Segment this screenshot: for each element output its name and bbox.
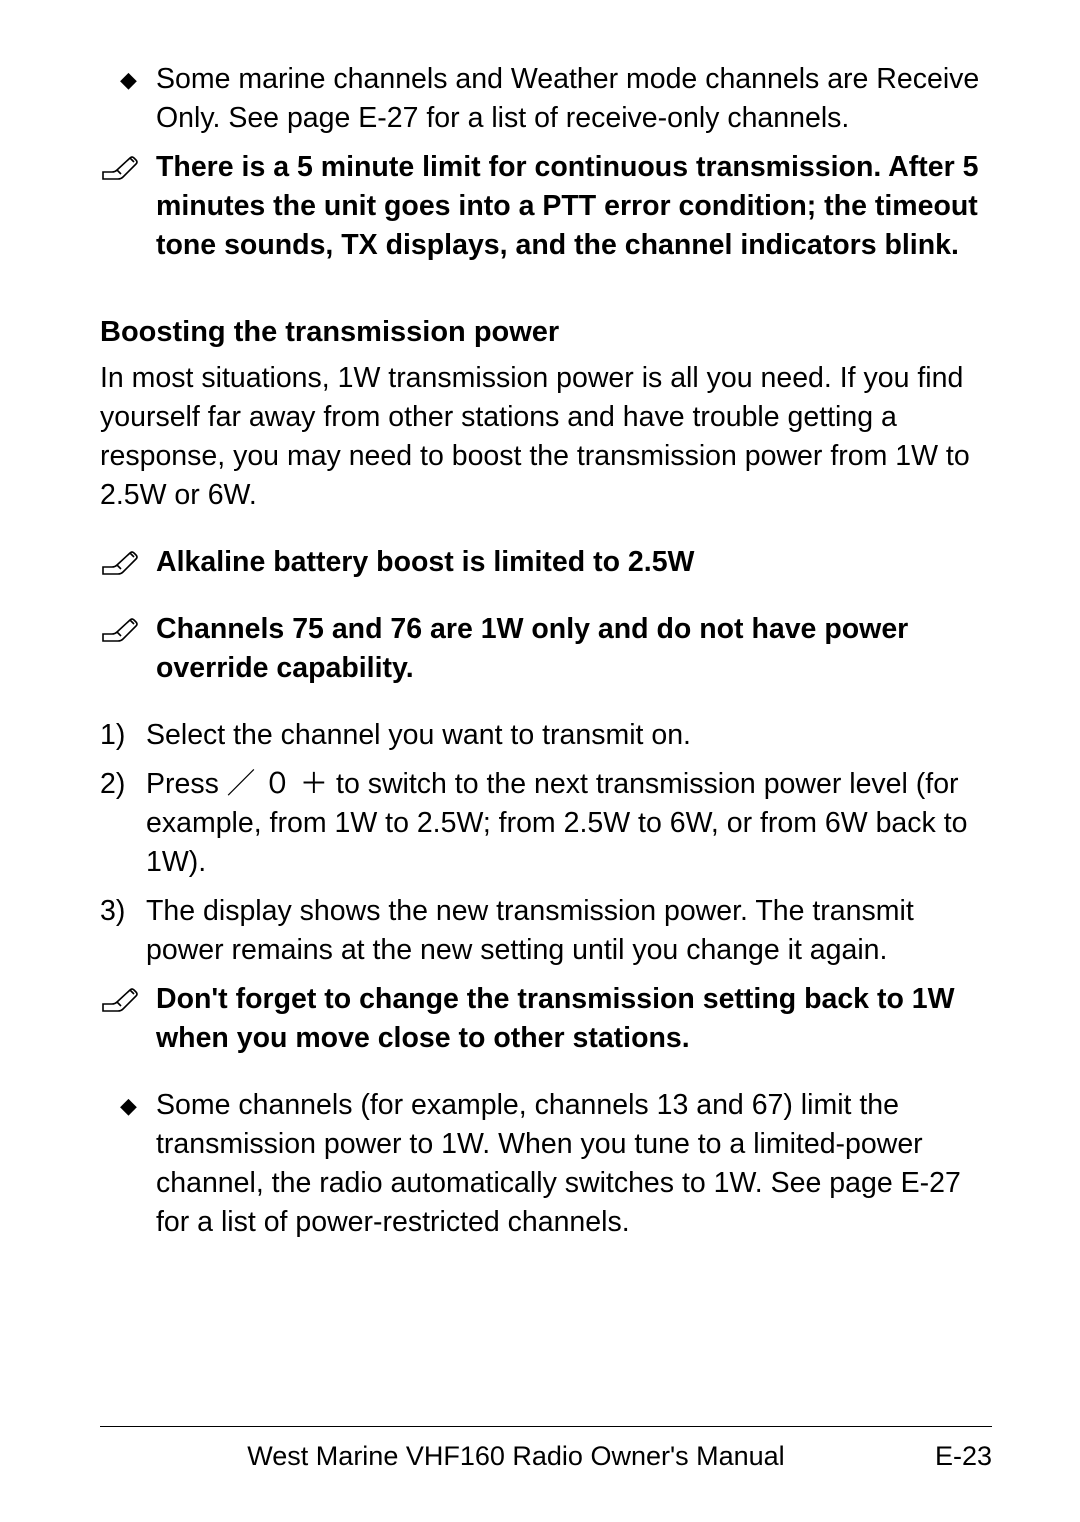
page-content: ◆ Some marine channels and Weather mode … — [100, 60, 992, 1242]
note-text: Alkaline battery boost is limited to 2.5… — [156, 543, 992, 582]
note-item: Don't forget to change the transmission … — [100, 980, 992, 1058]
step-number: 3) — [100, 892, 146, 970]
bullet-text: Some marine channels and Weather mode ch… — [156, 60, 992, 138]
bullet-item: ◆ Some marine channels and Weather mode … — [100, 60, 992, 138]
note-text: Channels 75 and 76 are 1W only and do no… — [156, 610, 992, 688]
step-number: 1) — [100, 716, 146, 755]
note-item: There is a 5 minute limit for continuous… — [100, 148, 992, 265]
writing-hand-icon — [100, 610, 156, 688]
intro-paragraph: In most situations, 1W transmission powe… — [100, 359, 992, 515]
step-text: Press ／ ０ ＋ to switch to the next transm… — [146, 765, 992, 882]
bullet-text: Some channels (for example, channels 13 … — [156, 1086, 992, 1242]
page-footer: West Marine VHF160 Radio Owner's Manual … — [100, 1426, 992, 1472]
note-text: Don't forget to change the transmission … — [156, 980, 992, 1058]
step-number: 2) — [100, 765, 146, 882]
bullet-marker-icon: ◆ — [120, 1086, 156, 1242]
bullet-marker-icon: ◆ — [120, 60, 156, 138]
step-text: Select the channel you want to transmit … — [146, 716, 992, 755]
step-item: 3) The display shows the new transmissio… — [100, 892, 992, 970]
step-item: 2) Press ／ ０ ＋ to switch to the next tra… — [100, 765, 992, 882]
footer-title: West Marine VHF160 Radio Owner's Manual — [247, 1441, 784, 1472]
writing-hand-icon — [100, 148, 156, 265]
writing-hand-icon — [100, 980, 156, 1058]
note-text: There is a 5 minute limit for continuous… — [156, 148, 992, 265]
step-item: 1) Select the channel you want to transm… — [100, 716, 992, 755]
note-item: Channels 75 and 76 are 1W only and do no… — [100, 610, 992, 688]
bullet-item: ◆ Some channels (for example, channels 1… — [100, 1086, 992, 1242]
note-item: Alkaline battery boost is limited to 2.5… — [100, 543, 992, 582]
footer-page-number: E-23 — [935, 1441, 992, 1472]
section-heading: Boosting the transmission power — [100, 313, 992, 353]
writing-hand-icon — [100, 543, 156, 582]
step-text: The display shows the new transmission p… — [146, 892, 992, 970]
